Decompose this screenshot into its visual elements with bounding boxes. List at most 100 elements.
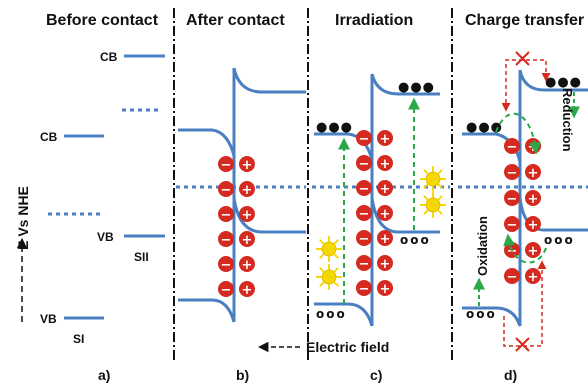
oxidation-label: Oxidation <box>475 216 490 276</box>
c-minus-sign: − <box>359 232 370 247</box>
d-plus-charge <box>525 242 541 258</box>
c-plus-sign: + <box>380 232 391 247</box>
b-minus-charge <box>218 156 234 172</box>
c-plus-sign: + <box>380 182 391 197</box>
b-plus-charge <box>239 156 255 172</box>
b-plus-sign: + <box>242 208 253 223</box>
b-si-vb-band <box>178 298 236 323</box>
vb-sii-label: VB <box>97 230 114 244</box>
b-plus-charge <box>239 181 255 197</box>
c-plus-charge <box>377 130 393 146</box>
d-plus-sign: + <box>528 270 539 285</box>
b-plus-sign: + <box>242 233 253 248</box>
b-sii-vb-band <box>232 197 306 234</box>
b-plus-sign: + <box>242 258 253 273</box>
c-sii-holes: ooo <box>400 233 431 247</box>
d-plus-sign: + <box>528 140 539 155</box>
b-sii-cb-band <box>232 67 306 94</box>
d-electron-transfer-arrow <box>495 112 542 155</box>
panel-label-b: b) <box>236 367 249 383</box>
d-minus-charge <box>504 190 520 206</box>
c-minus-charge <box>356 205 372 221</box>
sun-icon <box>316 264 342 290</box>
c-minus-charge <box>356 280 372 296</box>
b-plus-sign: + <box>242 183 253 198</box>
b-plus-charge <box>239 256 255 272</box>
c-plus-charge <box>377 280 393 296</box>
title-charge-transfer: Charge transfer <box>465 12 584 29</box>
b-plus-charge <box>239 281 255 297</box>
d-blocked-top-cross-icon <box>515 51 530 66</box>
c-plus-charge <box>377 155 393 171</box>
electric-field-label: Electric field <box>306 339 389 355</box>
d-plus-sign: + <box>528 166 539 181</box>
d-plus-sign: + <box>528 218 539 233</box>
c-minus-sign: − <box>359 157 370 172</box>
c-si-holes: ooo <box>316 307 347 321</box>
b-minus-sign: − <box>221 183 232 198</box>
c-sii-electrons: ●●● <box>398 80 435 95</box>
b-minus-sign: − <box>221 258 232 273</box>
d-plus-charge <box>525 164 541 180</box>
reduction-label: Reduction <box>560 88 575 152</box>
c-si-electrons: ●●● <box>316 120 353 135</box>
cb-si-label: CB <box>40 130 58 144</box>
d-minus-charge <box>504 216 520 232</box>
title-after-contact: After contact <box>186 12 285 29</box>
b-minus-charge <box>218 281 234 297</box>
si-label: SI <box>73 332 84 346</box>
d-plus-charge <box>525 216 541 232</box>
c-plus-charge <box>377 180 393 196</box>
c-space-charge: − + − + − + − + − + − + − + <box>356 130 393 297</box>
sun-icon <box>420 192 446 218</box>
b-minus-charge <box>218 256 234 272</box>
b-minus-sign: − <box>221 233 232 248</box>
d-sii-holes: ooo <box>544 233 575 247</box>
sun-icon <box>420 166 446 192</box>
d-blocked-bottom-cross-icon <box>515 337 530 352</box>
d-minus-sign: − <box>507 166 518 181</box>
c-plus-sign: + <box>380 157 391 172</box>
d-minus-charge <box>504 268 520 284</box>
d-blocked-electron-path <box>501 59 551 112</box>
c-minus-sign: − <box>359 207 370 222</box>
d-plus-sign: + <box>528 244 539 259</box>
d-plus-sign: + <box>528 192 539 207</box>
d-si-holes: ooo <box>466 307 497 321</box>
d-plus-charge <box>525 268 541 284</box>
c-plus-charge <box>377 205 393 221</box>
title-irradiation: Irradiation <box>335 12 413 29</box>
b-minus-charge <box>218 231 234 247</box>
sun-icon <box>316 236 342 262</box>
d-minus-sign: − <box>507 244 518 259</box>
d-sii-electrons: ●●● <box>545 75 582 90</box>
c-plus-sign: + <box>380 132 391 147</box>
c-minus-sign: − <box>359 257 370 272</box>
c-minus-sign: − <box>359 132 370 147</box>
c-minus-sign: − <box>359 282 370 297</box>
panel-label-d: d) <box>504 367 517 383</box>
b-plus-charge <box>239 206 255 222</box>
b-plus-charge <box>239 231 255 247</box>
d-si-electrons: ●●● <box>466 120 503 135</box>
c-minus-charge <box>356 155 372 171</box>
energy-axis-label: E Vs NHE <box>15 186 31 250</box>
d-minus-sign: − <box>507 192 518 207</box>
b-si-cb-band <box>178 128 236 157</box>
c-sii-cb-band <box>370 73 440 96</box>
c-minus-charge <box>356 255 372 271</box>
b-minus-sign: − <box>221 283 232 298</box>
c-minus-sign: − <box>359 182 370 197</box>
b-minus-sign: − <box>221 158 232 173</box>
d-minus-charge <box>504 164 520 180</box>
c-minus-charge <box>356 180 372 196</box>
c-sii-vb-band <box>370 197 440 234</box>
b-minus-charge <box>218 206 234 222</box>
d-minus-charge <box>504 138 520 154</box>
b-minus-charge <box>218 181 234 197</box>
c-plus-sign: + <box>380 207 391 222</box>
d-minus-sign: − <box>507 218 518 233</box>
sii-label: SII <box>134 250 149 264</box>
d-hole-transfer-arrow <box>503 233 547 264</box>
